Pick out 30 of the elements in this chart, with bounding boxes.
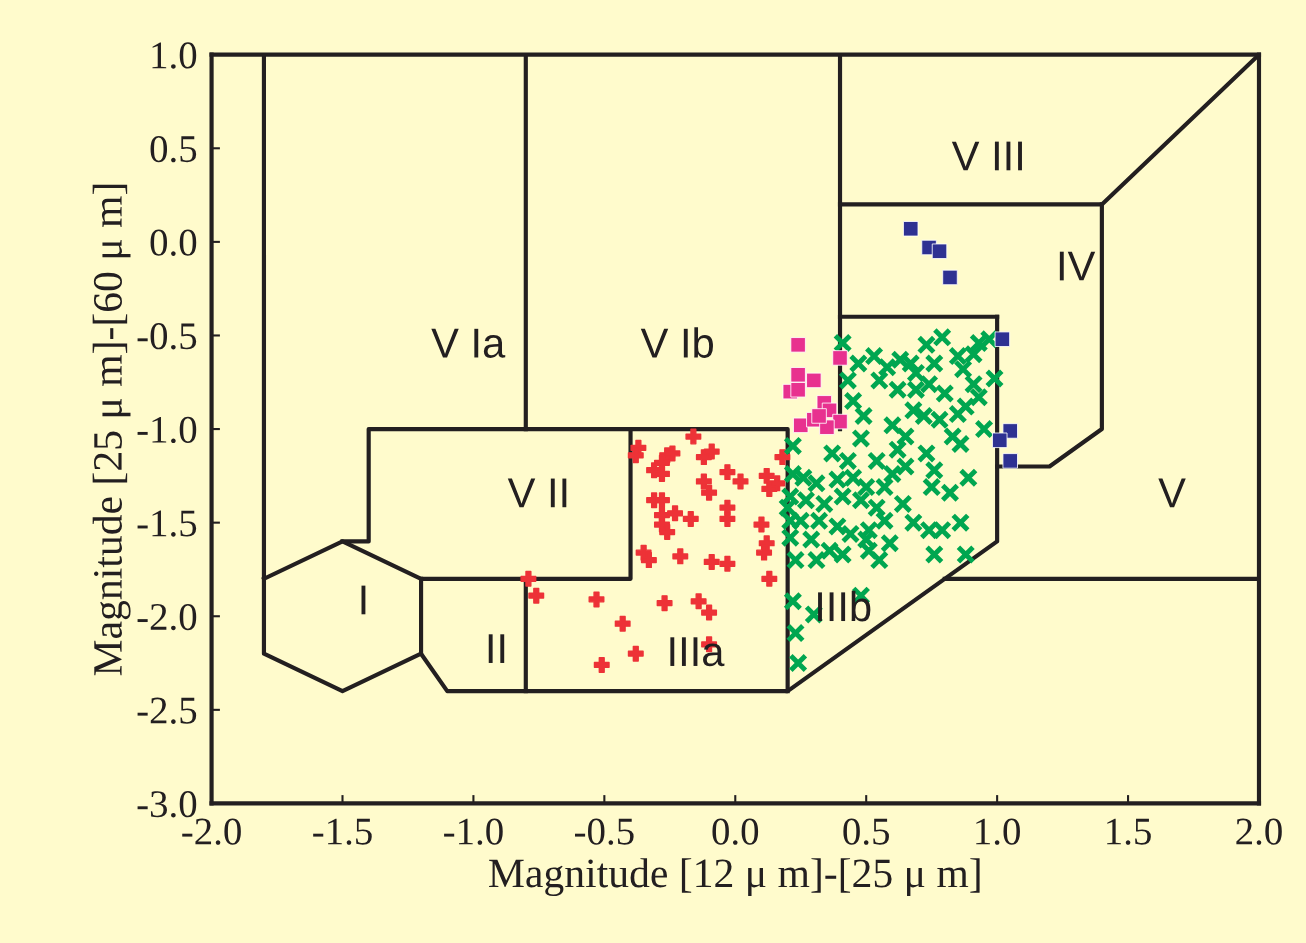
x-axis-title: Magnitude [12 μ m]-[25 μ m]	[489, 858, 980, 897]
annotation: I	[361, 585, 366, 615]
annotation: V II	[507, 478, 567, 508]
annotation: IIIa	[670, 637, 725, 667]
y-tick-label: -1.0	[137, 416, 197, 444]
annotation: II	[488, 634, 505, 663]
x-tick-label: -2.0	[182, 818, 241, 845]
annotation: V Ib	[640, 327, 713, 358]
y-tick-label: -3.0	[137, 791, 197, 818]
x-tick-label: -1.0	[444, 818, 503, 845]
y-tick-label: 0.0	[150, 229, 197, 256]
x-tick-label: 2.0	[1236, 818, 1282, 845]
annotation: V	[1158, 478, 1186, 508]
x-tick-label: 1.5	[1107, 818, 1151, 845]
x-tick-label: -0.5	[575, 818, 634, 845]
annotation: IIIb	[818, 590, 871, 622]
x-tick-label: 0.0	[712, 818, 759, 845]
y-tick-label: -1.5	[137, 510, 197, 537]
y-tick-label: -0.5	[137, 323, 197, 350]
y-tick-label: -2.0	[137, 603, 197, 631]
annotation: V III	[951, 141, 1022, 171]
y-tick-label: 1.0	[152, 42, 197, 69]
y-tick-label: 0.5	[150, 135, 197, 163]
annotation: V Ia	[431, 328, 506, 358]
y-tick-label: -2.5	[137, 697, 197, 724]
x-tick-label: 1.0	[976, 818, 1020, 845]
x-tick-label: 0.5	[843, 818, 889, 845]
x-tick-label: -1.5	[313, 818, 372, 845]
annotation: IV	[1059, 251, 1096, 281]
y-axis-title: Magnitude [25 μ m]-[60 μ m]	[92, 184, 131, 676]
